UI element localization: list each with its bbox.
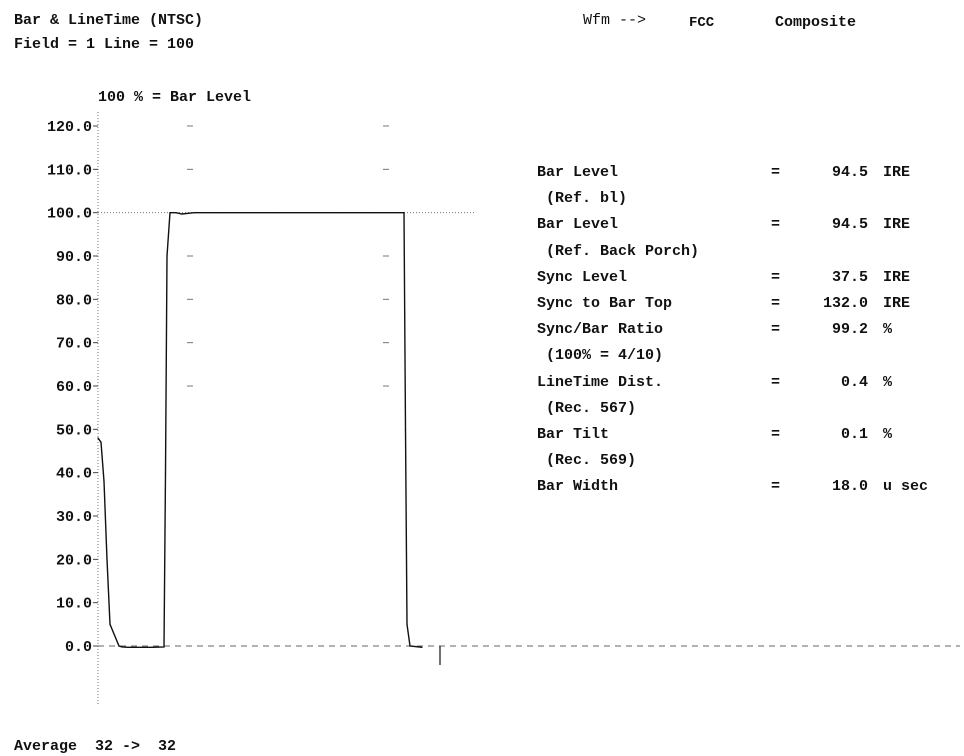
y-tick-label: 10.0 <box>56 596 92 613</box>
measurement-label: (100% = 4/10) <box>537 347 664 365</box>
measurement-value: 37.5 <box>831 268 868 286</box>
measurement-unit: % <box>883 321 893 339</box>
data-point <box>151 646 153 648</box>
data-point <box>100 441 102 443</box>
measurement-label: Bar Level <box>537 164 619 181</box>
measurement-unit: IRE <box>883 268 911 286</box>
data-point <box>409 645 411 647</box>
y-tick-label: 40.0 <box>56 466 92 483</box>
data-point <box>373 212 375 214</box>
measurement-unit: IRE <box>883 295 911 312</box>
measurement-unit: % <box>883 373 893 391</box>
y-tick-label: 20.0 <box>56 552 92 569</box>
measurement-value: 132.0 <box>822 295 868 312</box>
y-tick-label: 50.0 <box>56 422 92 439</box>
wfm-label: Wfm --> <box>583 12 647 29</box>
measurement-equals: = <box>771 295 781 312</box>
field-line-label: Field = 1 Line = 100 <box>14 36 195 53</box>
reference-lines <box>98 212 960 647</box>
measurement-label: (Rec. 569) <box>537 452 637 470</box>
measurement-equals: = <box>771 268 781 286</box>
y-tick-label: 60.0 <box>56 379 92 396</box>
measurement-equals: = <box>771 216 781 234</box>
data-point <box>121 646 123 648</box>
measurement-equals: = <box>771 164 781 181</box>
data-point <box>163 646 165 648</box>
y-tick-label: 120.0 <box>47 119 92 136</box>
data-point <box>127 646 129 648</box>
measurement-label: Sync/Bar Ratio <box>537 321 664 339</box>
data-point <box>181 213 183 215</box>
measurement-equals: = <box>771 373 781 391</box>
page-title: Bar & LineTime (NTSC) <box>14 12 204 29</box>
y-tick-label: 30.0 <box>56 509 92 526</box>
measurement-label: Bar Width <box>537 478 619 496</box>
measurement-unit: u sec <box>883 478 929 496</box>
measurement-label: LineTime Dist. <box>537 373 664 391</box>
data-point <box>164 472 167 474</box>
measurement-label: Bar Tilt <box>537 426 610 443</box>
series-line <box>97 212 423 648</box>
measurement-label: (Ref. Back Porch) <box>537 242 700 260</box>
y-tick-label: 100.0 <box>47 206 92 223</box>
data-point <box>217 212 219 214</box>
data-point <box>193 212 195 214</box>
y-axis: 120.0 110.0 100.0 90.0 80.0 70.0 60.0 50.0 40.0 3… <box>47 112 389 706</box>
standard-label: FCC <box>689 15 715 31</box>
measurement-label: (Rec. 567) <box>537 399 637 417</box>
data-point <box>404 428 407 430</box>
data-point <box>175 212 177 214</box>
measurement-equals: = <box>771 478 781 496</box>
data-point <box>166 255 168 257</box>
measurement-unit: % <box>883 426 893 443</box>
measurement-value: 99.2 <box>831 321 868 339</box>
average-label: Average 32 -> 32 <box>14 738 177 755</box>
measurement-unit: IRE <box>883 164 911 181</box>
measurement-equals: = <box>771 321 781 339</box>
y-tick-label: 110.0 <box>47 162 92 179</box>
y-tick-label: 70.0 <box>56 336 92 353</box>
data-point <box>406 623 408 625</box>
data-point <box>109 623 111 625</box>
data-point <box>403 212 405 214</box>
data-point <box>169 212 171 214</box>
data-point <box>97 437 99 439</box>
y-tick-label: 0.0 <box>65 639 92 656</box>
data-point <box>367 212 369 214</box>
measurement-unit: IRE <box>883 216 911 234</box>
y-tick-label: 90.0 <box>56 249 92 266</box>
measurement-value: 94.5 <box>831 164 868 181</box>
measurement-label: (Ref. bl) <box>537 190 628 208</box>
chart-title: 100 % = Bar Level <box>98 89 251 106</box>
data-point <box>337 212 339 214</box>
measurement-value: 18.0 <box>831 478 868 496</box>
data-point <box>118 645 120 647</box>
measurement-label: Sync Level <box>537 268 628 286</box>
data-point <box>103 480 105 482</box>
measurement-value: 94.5 <box>831 216 868 234</box>
measurement-value: 0.1 <box>840 426 868 443</box>
y-tick-label: 80.0 <box>56 292 92 309</box>
signal-type-label: Composite <box>775 14 857 31</box>
data-point <box>106 558 108 560</box>
measurement-value: 0.4 <box>840 373 868 391</box>
measurement-label: Sync to Bar Top <box>537 295 673 312</box>
data-point <box>421 646 423 648</box>
data-point <box>277 212 279 214</box>
waveform-trace <box>97 212 441 665</box>
measurement-equals: = <box>771 426 781 443</box>
measurement-label: Bar Level <box>537 216 619 234</box>
